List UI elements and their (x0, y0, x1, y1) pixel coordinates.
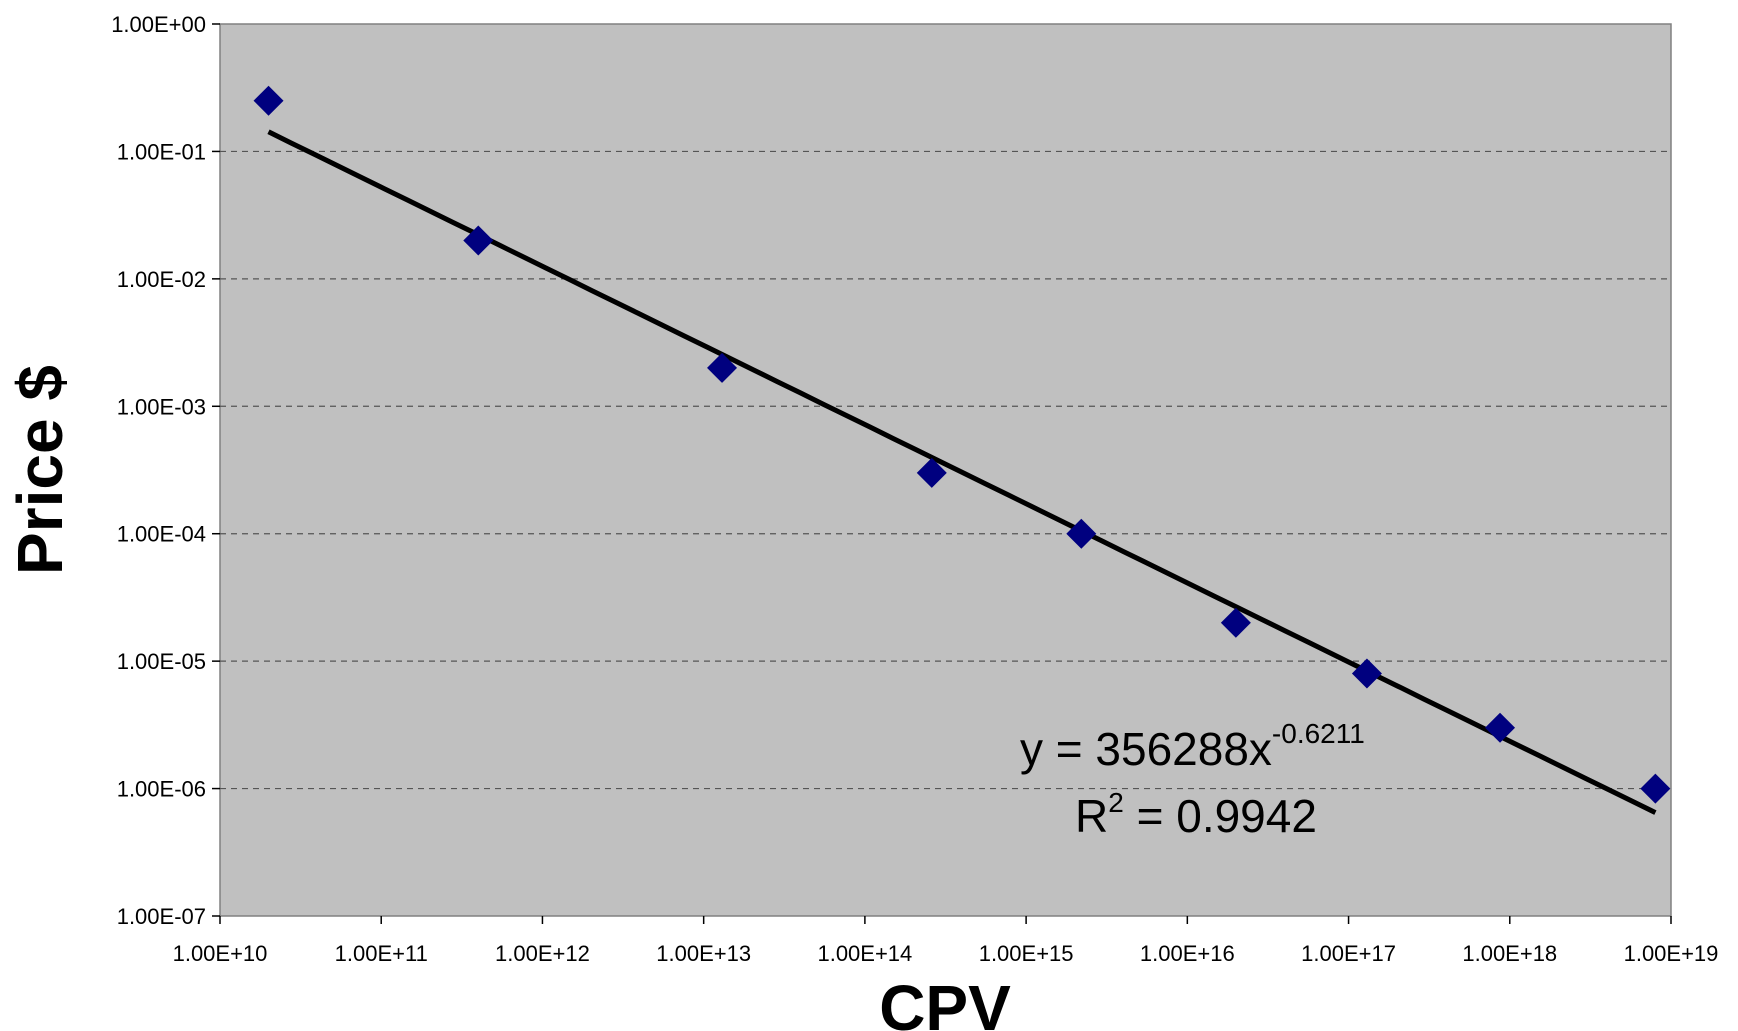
y-axis-ticks: 1.00E-07 1.00E-06 1.00E-05 1.00E-04 1.00E-03… (111, 12, 220, 929)
data-point (253, 85, 284, 116)
y-tick-label: 1.00E-04 (117, 522, 206, 547)
y-tick-label: 1.00E-05 (117, 649, 206, 674)
data-point (1220, 607, 1251, 638)
x-tick-label: 1.00E+13 (656, 941, 751, 966)
data-point (1066, 518, 1097, 549)
x-tick-label: 1.00E+16 (1140, 941, 1235, 966)
y-tick-label: 1.00E+00 (111, 12, 206, 37)
trendline (267, 129, 1657, 815)
data-point (1640, 773, 1671, 804)
x-tick-label: 1.00E+19 (1624, 941, 1719, 966)
x-tick-label: 1.00E+15 (979, 941, 1074, 966)
plot-area (219, 23, 1672, 917)
x-tick-label: 1.00E+12 (495, 941, 590, 966)
x-tick-label: 1.00E+11 (335, 941, 428, 966)
data-point (916, 457, 947, 488)
data-point (463, 225, 494, 256)
data-markers (253, 85, 1671, 804)
x-tick-label: 1.00E+18 (1462, 941, 1557, 966)
y-tick-label: 1.00E-01 (117, 139, 206, 164)
y-tick-label: 1.00E-07 (117, 904, 206, 929)
r-squared-label: R2 = 0.9942 (1075, 787, 1317, 842)
y-axis-title: Price $ (4, 365, 76, 575)
y-tick-label: 1.00E-03 (117, 394, 206, 419)
equation-label: y = 356288x-0.6211 (1020, 718, 1365, 775)
x-axis-ticks: 1.00E+10 1.00E+11 1.00E+12 1.00E+13 1.00E+14… (173, 916, 1719, 966)
data-point (1485, 712, 1516, 743)
x-tick-label: 1.00E+10 (173, 941, 268, 966)
x-tick-label: 1.00E+14 (817, 941, 912, 966)
y-tick-label: 1.00E-06 (117, 777, 206, 802)
y-tick-label: 1.00E-02 (117, 267, 206, 292)
data-point (1351, 658, 1382, 689)
data-point (707, 352, 738, 383)
x-axis-title: CPV (879, 972, 1011, 1031)
x-tick-label: 1.00E+17 (1301, 941, 1396, 966)
